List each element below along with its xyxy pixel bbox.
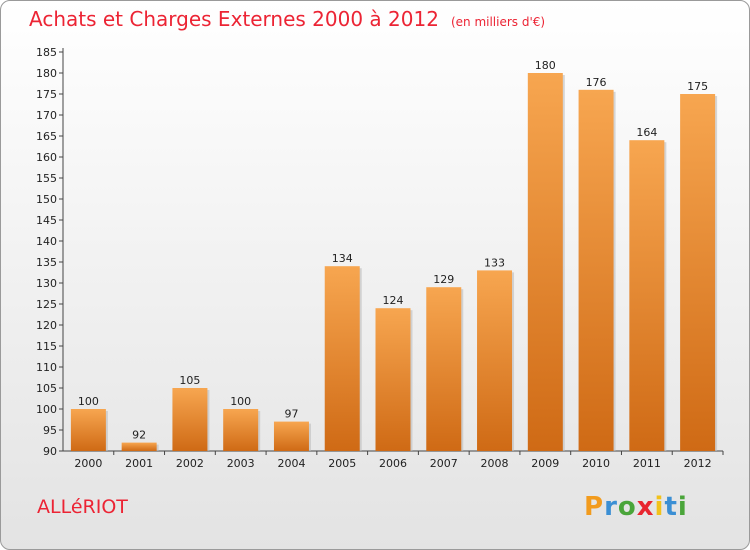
y-tick-label: 90 <box>43 445 57 458</box>
y-tick-label: 130 <box>36 277 57 290</box>
x-tick-label: 2008 <box>481 457 509 470</box>
bar-value-label: 124 <box>383 294 404 307</box>
logo-letter: o <box>617 492 637 522</box>
x-tick-label: 2012 <box>684 457 712 470</box>
commune-name: ALLéRIOT <box>37 496 128 518</box>
x-tick-label: 2006 <box>379 457 407 470</box>
bar <box>121 442 157 451</box>
bar-value-label: 134 <box>332 252 353 265</box>
logo-letter: t <box>664 492 678 522</box>
y-tick-label: 185 <box>36 46 57 59</box>
data-labels: 100 92 105 100 97 134 124 129 133 180 176 164 175 <box>78 59 708 442</box>
x-tick-label: 2002 <box>176 457 204 470</box>
x-tick-label: 2011 <box>633 457 661 470</box>
x-tick-label: 2004 <box>277 457 305 470</box>
bar <box>477 270 513 451</box>
bar <box>426 287 462 451</box>
y-tick-label: 160 <box>36 151 57 164</box>
logo-letter: i <box>654 492 665 522</box>
bar <box>578 89 614 452</box>
bar <box>324 266 360 451</box>
y-tick-label: 135 <box>36 256 57 269</box>
logo-letter: P <box>584 492 605 522</box>
y-tick-label: 115 <box>36 340 57 353</box>
x-tick-label: 2010 <box>582 457 610 470</box>
bar <box>375 308 411 451</box>
y-tick-label: 170 <box>36 109 57 122</box>
chart-unit: (en milliers d'€) <box>450 15 546 29</box>
bar-value-label: 176 <box>586 76 607 89</box>
y-tick-label: 145 <box>36 214 57 227</box>
y-tick-label: 110 <box>36 361 57 374</box>
x-tick-label: 2000 <box>74 457 102 470</box>
bar-value-label: 133 <box>484 256 505 269</box>
bar-value-label: 175 <box>687 80 708 93</box>
y-tick-label: 120 <box>36 319 57 332</box>
x-tick-label: 2007 <box>430 457 458 470</box>
y-tick-label: 155 <box>36 172 57 185</box>
bar <box>172 388 208 451</box>
bar <box>273 421 309 451</box>
y-tick-label: 180 <box>36 67 57 80</box>
bar <box>70 409 106 451</box>
y-tick-label: 175 <box>36 88 57 101</box>
y-tick-label: 105 <box>36 382 57 395</box>
logo-letter: i <box>677 492 688 522</box>
bar <box>629 140 665 451</box>
logo-letter: r <box>604 492 618 522</box>
bar <box>527 73 563 451</box>
chart-title-text: Achats et Charges Externes 2000 à 2012 <box>29 7 439 31</box>
y-tick-label: 125 <box>36 298 57 311</box>
y-tick-label: 165 <box>36 130 57 143</box>
bar-value-label: 100 <box>78 395 99 408</box>
y-tick-label: 150 <box>36 193 57 206</box>
y-tick-label: 140 <box>36 235 57 248</box>
bar <box>223 409 259 451</box>
x-tick-label: 2009 <box>531 457 559 470</box>
axes: 90 95 100 105 110 115 120 125 130 135 140 145 150 155… <box>36 46 724 470</box>
bars <box>70 73 718 452</box>
bar-value-label: 100 <box>230 395 251 408</box>
x-tick-label: 2005 <box>328 457 356 470</box>
x-tick-label: 2003 <box>227 457 255 470</box>
bar-value-label: 92 <box>132 429 146 442</box>
bar-value-label: 129 <box>433 273 454 286</box>
bar-value-label: 180 <box>535 59 556 72</box>
chart-title: Achats et Charges Externes 2000 à 2012 (e… <box>29 7 545 31</box>
bar-value-label: 105 <box>179 374 200 387</box>
x-tick-label: 2001 <box>125 457 153 470</box>
logo-letter: x <box>636 492 655 522</box>
bar-value-label: 97 <box>284 408 298 421</box>
y-tick-label: 95 <box>43 424 57 437</box>
bar-value-label: 164 <box>636 126 657 139</box>
y-tick-label: 100 <box>36 403 57 416</box>
proxiti-logo: Proxiti <box>584 492 688 522</box>
bar <box>680 94 716 451</box>
